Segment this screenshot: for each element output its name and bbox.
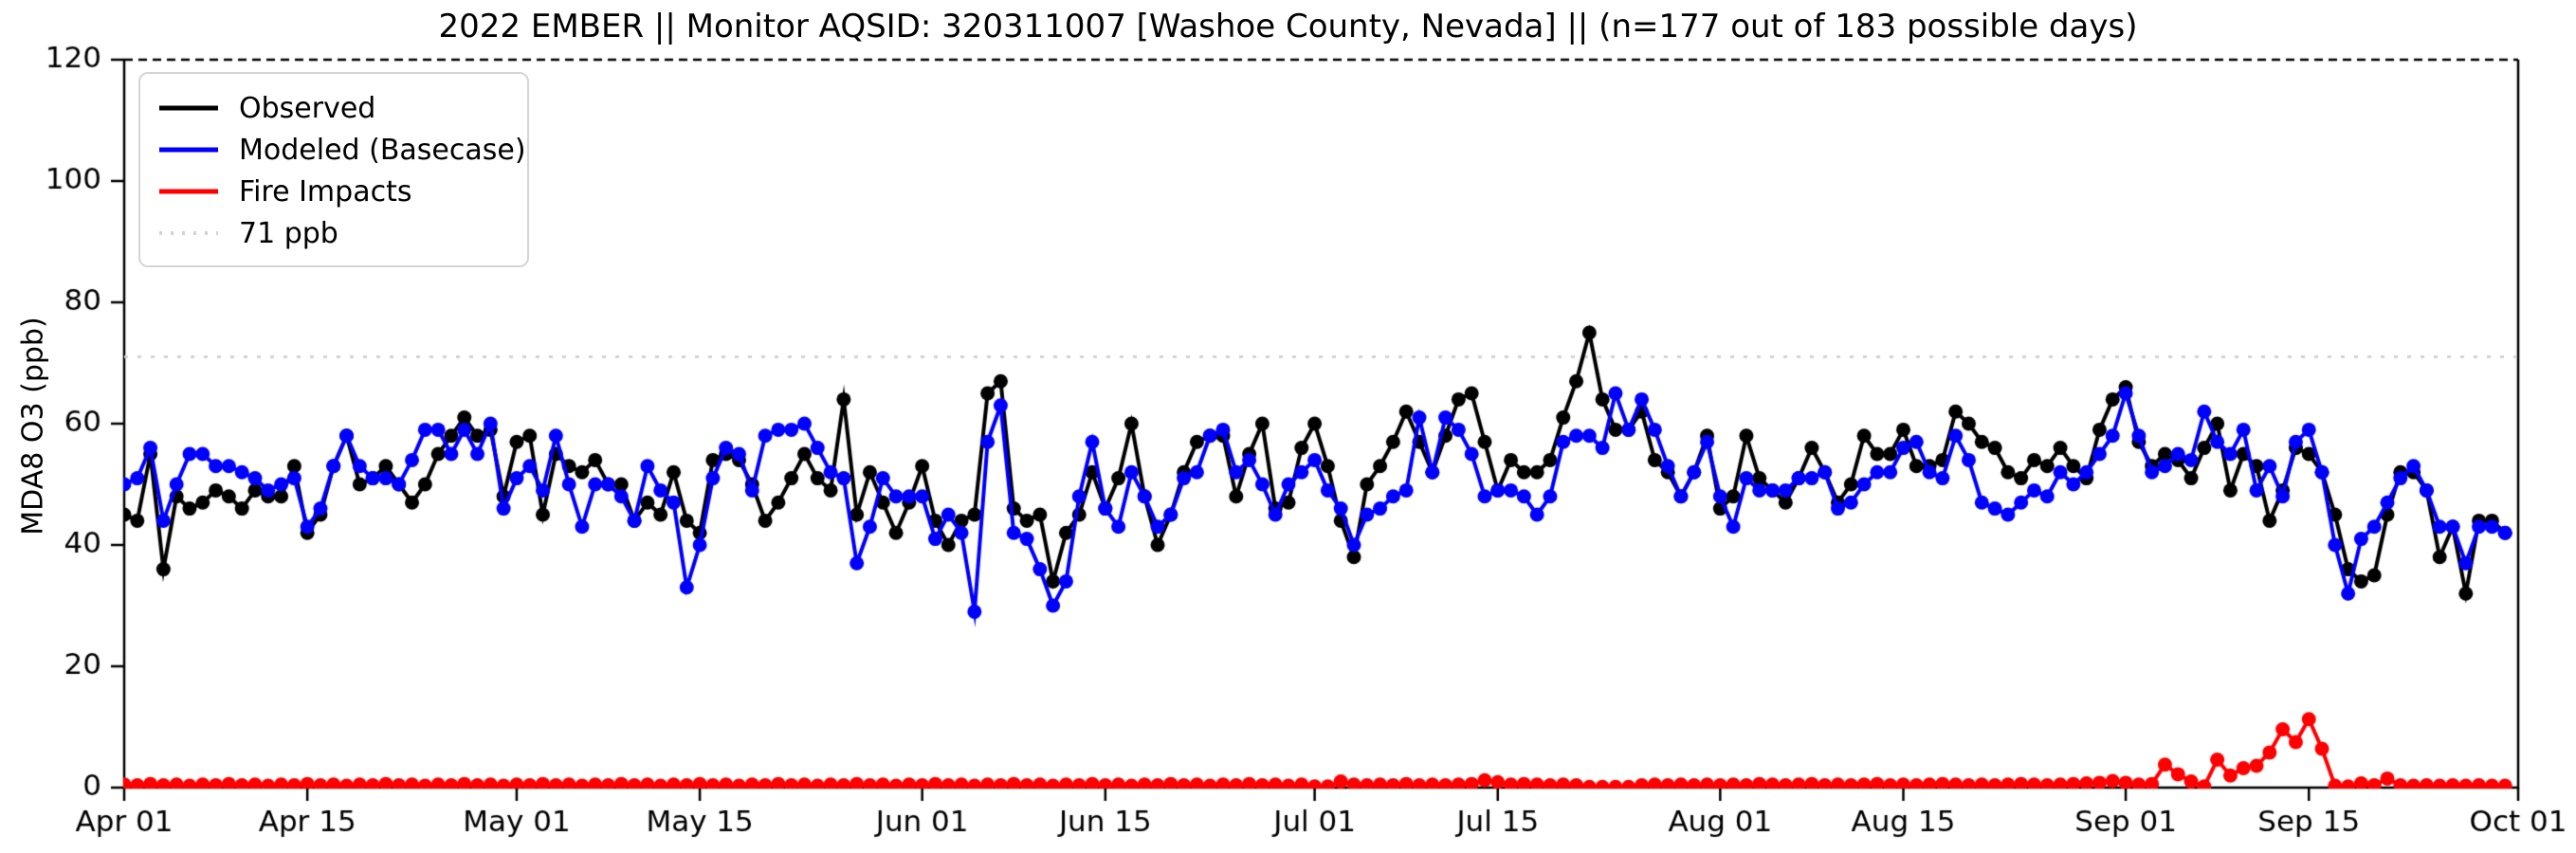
legend-item-observed: Observed — [159, 87, 508, 129]
fire-line-swatch — [159, 189, 218, 194]
chart-title: 2022 EMBER || Monitor AQSID: 320311007 [… — [438, 8, 2138, 45]
threshold-line-swatch — [159, 231, 218, 235]
modeled-line-swatch — [159, 147, 218, 153]
legend-label-modeled: Modeled (Basecase) — [239, 133, 526, 167]
observed-line-swatch — [159, 105, 218, 111]
legend-label-fire: Fire Impacts — [239, 174, 412, 209]
y-axis-label: MDA8 O3 (ppb) — [16, 317, 50, 535]
legend-label-observed: Observed — [239, 91, 376, 125]
legend-label-threshold: 71 ppb — [239, 216, 338, 250]
legend-item-fire: Fire Impacts — [159, 171, 508, 212]
legend-item-threshold: 71 ppb — [159, 212, 508, 254]
legend: Observed Modeled (Basecase) Fire Impacts… — [138, 72, 529, 267]
legend-item-modeled: Modeled (Basecase) — [159, 129, 526, 171]
